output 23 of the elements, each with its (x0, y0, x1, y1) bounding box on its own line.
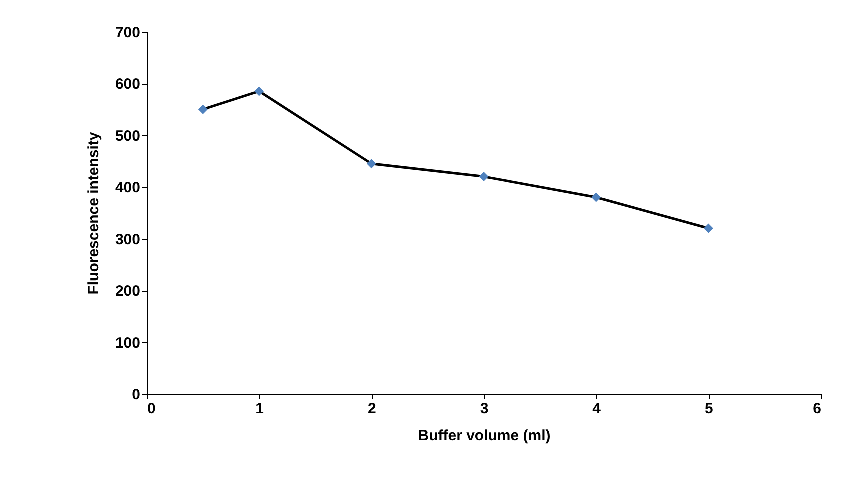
y-tick-label: 400 (115, 180, 140, 197)
point (198, 104, 208, 114)
y-tick-label: 600 (115, 76, 140, 94)
point (254, 86, 264, 96)
point (366, 159, 376, 169)
x-tick-label: 0 (148, 400, 156, 418)
x-tick-label: 2 (368, 400, 376, 418)
y-tick-label: 700 (115, 24, 140, 42)
y-tick-label: 100 (115, 334, 140, 352)
x-tick-label: 6 (813, 400, 822, 418)
x-tick-label: 4 (592, 400, 602, 418)
y-tick-label: 0 (132, 386, 140, 404)
y-axis-title: Fluorescence intensity (85, 132, 102, 295)
x-tick-label: 1 (256, 400, 264, 418)
x-tick-label: 5 (704, 400, 714, 418)
point (592, 192, 602, 202)
point (479, 172, 489, 182)
y-tick-label: 300 (115, 231, 140, 248)
x-axis-title: Buffer volume (ml) (418, 428, 551, 444)
point (704, 224, 714, 234)
y-tick-label: 500 (115, 128, 140, 145)
y-tick-label: 200 (115, 283, 140, 300)
x-tick-label: 3 (480, 400, 489, 418)
